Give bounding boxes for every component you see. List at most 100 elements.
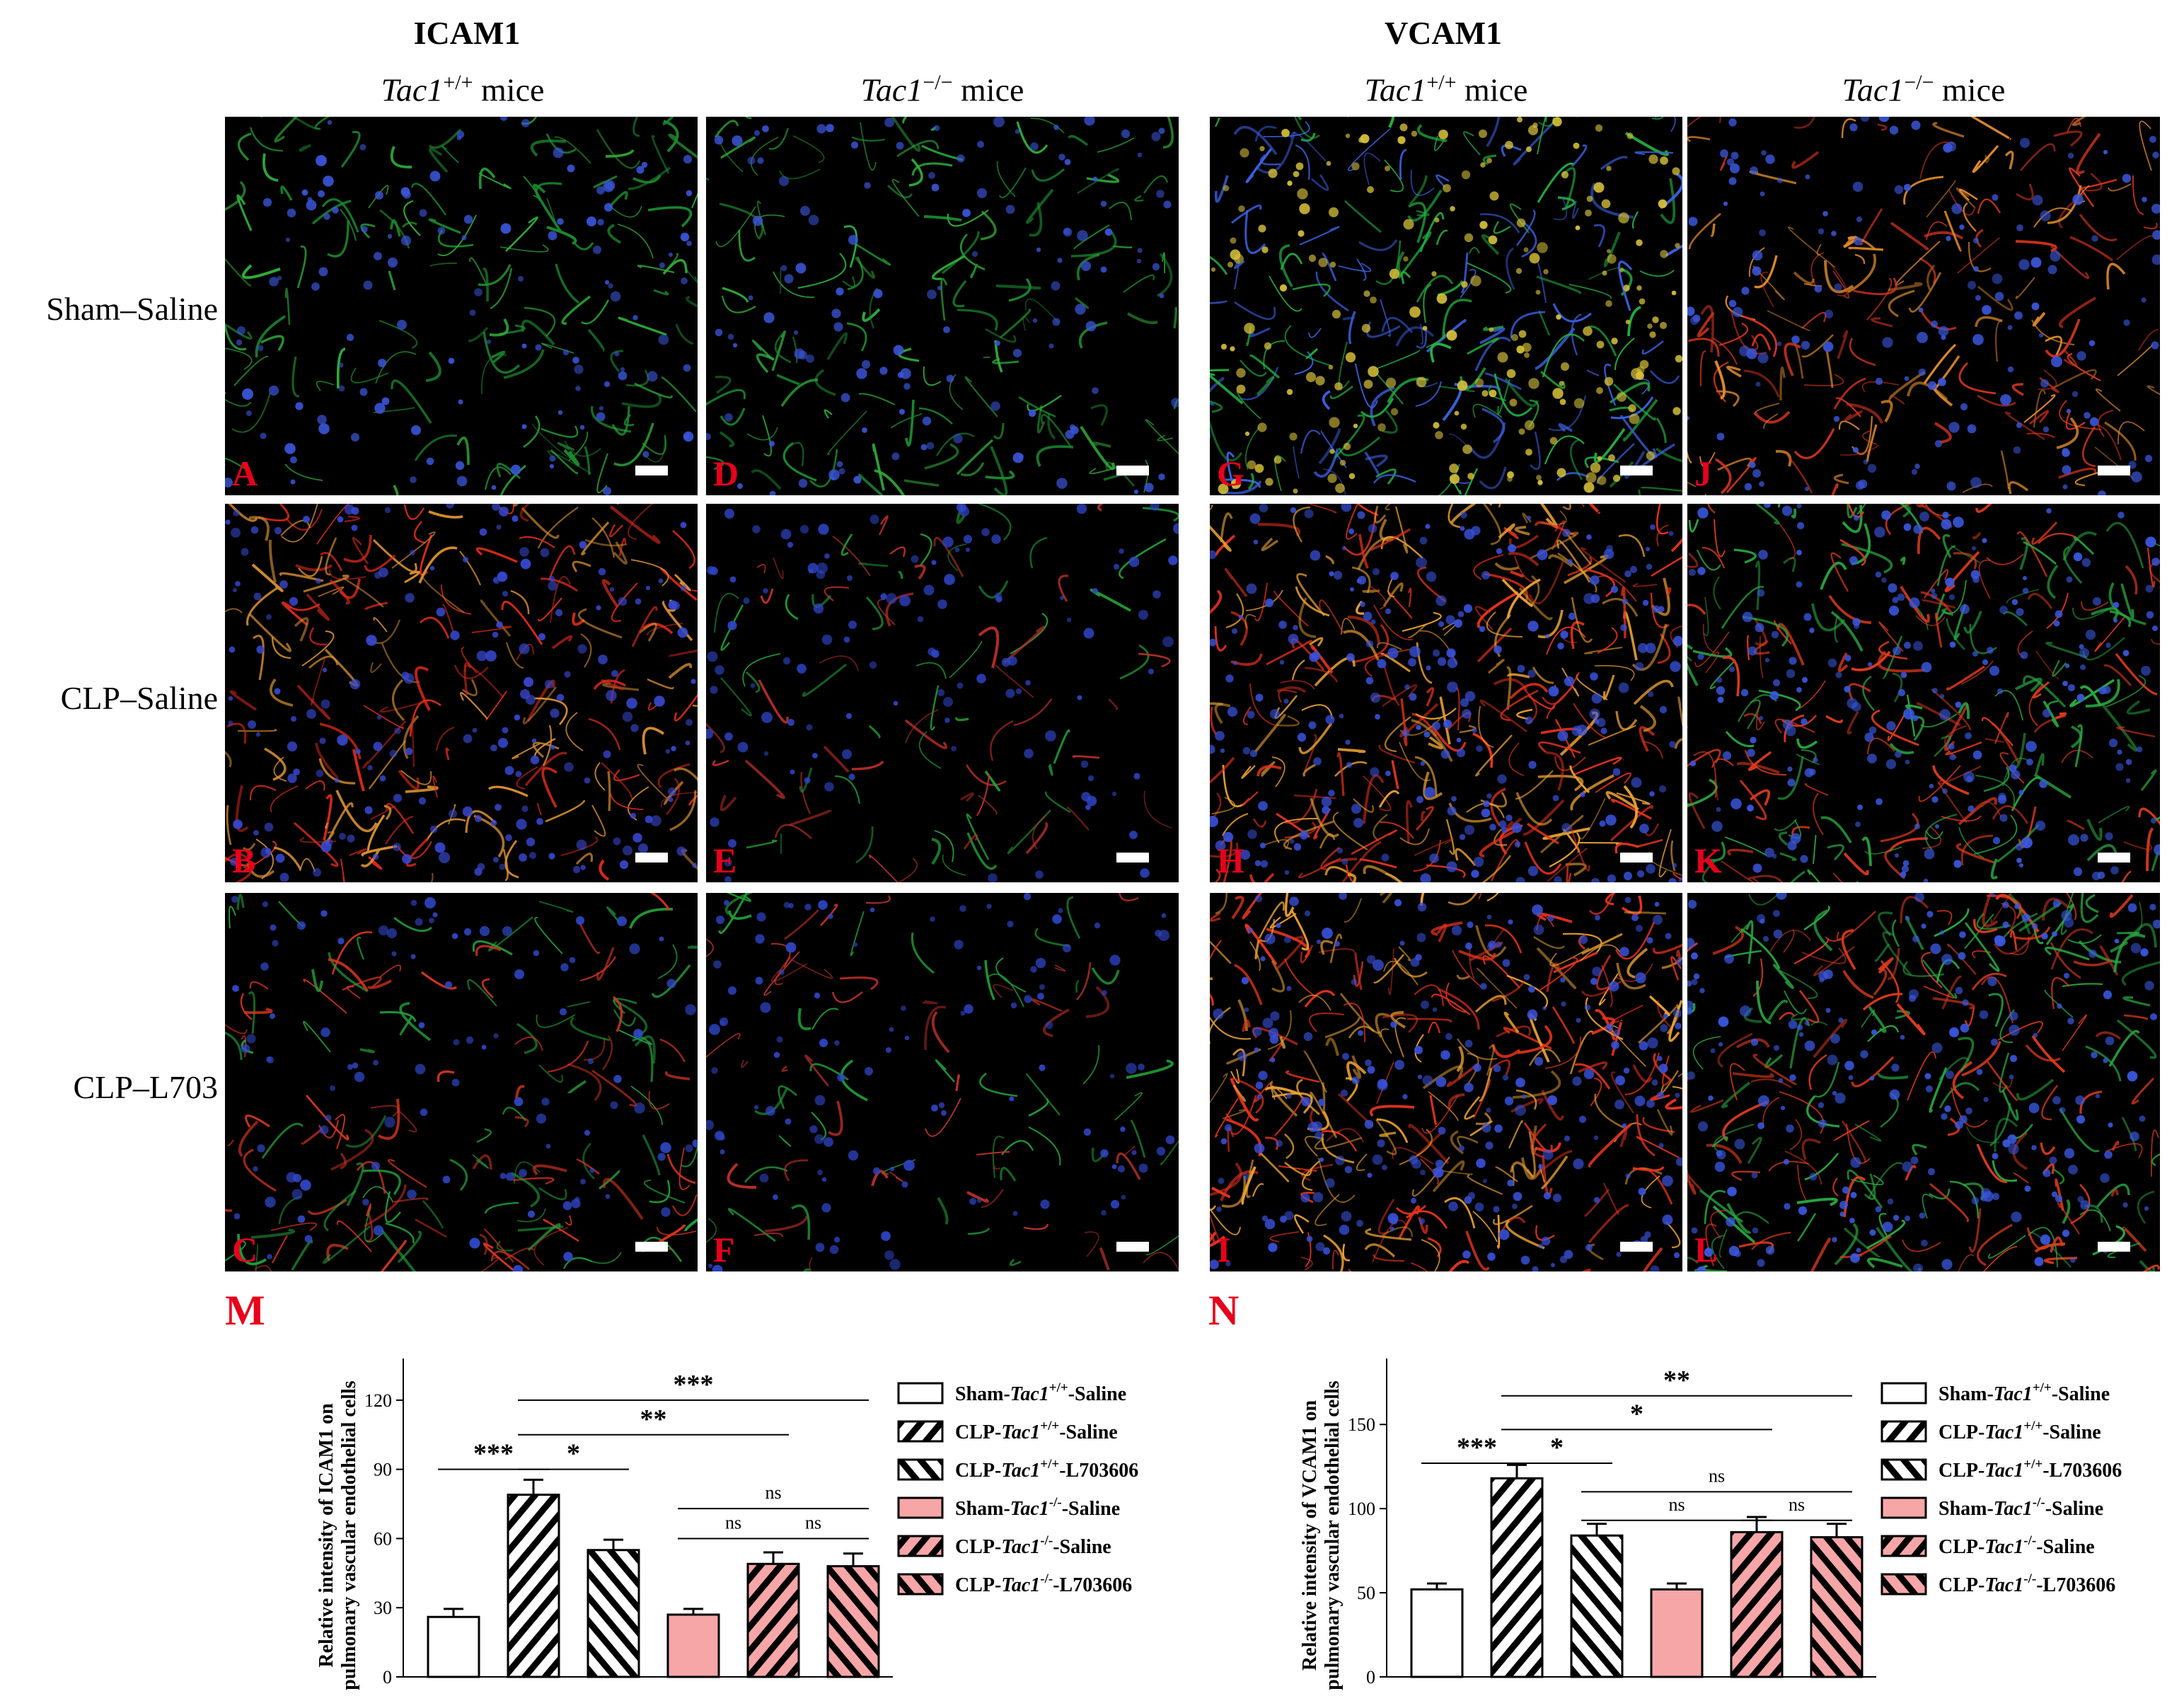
- legend-swatch: [897, 1420, 944, 1443]
- fluorescence-image: [225, 504, 698, 882]
- micrograph-panel: A: [225, 117, 698, 495]
- panel-letter: K: [1694, 841, 1722, 880]
- panel-letter: H: [1217, 841, 1244, 880]
- bar: [507, 1494, 560, 1678]
- legend-label: CLP-Tac1+/+-Saline: [1939, 1419, 2101, 1443]
- legend-swatch: [1880, 1382, 1927, 1404]
- y-tick-label: 60: [374, 1528, 392, 1549]
- panel-letter: C: [232, 1230, 258, 1269]
- scale-bar: [1116, 466, 1149, 475]
- y-axis-label: pulmonary vascular endothelial cells: [1322, 1380, 1344, 1690]
- y-axis-label: Relative intensity of ICAM1 on: [316, 1403, 337, 1668]
- legend-swatch: [1880, 1458, 1927, 1481]
- panel-letter: E: [713, 841, 737, 880]
- legend-label: CLP-Tac1+/+-L703606: [1939, 1457, 2122, 1482]
- micrograph-panel: E: [706, 504, 1179, 882]
- legend-label: Sham-Tac1+/+-Saline: [1939, 1380, 2110, 1405]
- col-head-vcam-wt: Tac1+/+ mice: [1364, 71, 1528, 108]
- panel-letter: J: [1694, 454, 1712, 493]
- micrograph-panel: J: [1687, 117, 2160, 495]
- legend-label: CLP-Tac1+/+-Saline: [955, 1419, 1118, 1443]
- y-axis-label: Relative intensity of VCAM1 on: [1299, 1400, 1321, 1671]
- micrograph-panel: C: [225, 893, 698, 1271]
- legend-swatch: [1880, 1420, 1927, 1443]
- row-label-clp-saline: CLP–Saline: [60, 680, 218, 716]
- legend-swatch: [897, 1382, 944, 1404]
- legend-label: CLP-Tac1-/--Saline: [1939, 1533, 2095, 1558]
- fluorescence-image: [706, 117, 1179, 495]
- legend-swatch: [1880, 1496, 1927, 1519]
- legend-label: CLP-Tac1+/+-L703606: [955, 1457, 1138, 1482]
- y-tick-label: 150: [1348, 1414, 1375, 1435]
- fluorescence-image: [1687, 117, 2160, 495]
- y-axis-label: pulmonary vascular endothelial cells: [338, 1380, 360, 1690]
- scale-bar: [635, 1242, 668, 1252]
- y-tick-label: 0: [1366, 1667, 1375, 1688]
- row-label-sham-saline: Sham–Saline: [46, 291, 218, 327]
- bar: [1730, 1530, 1784, 1678]
- icam1-title: ICAM1: [413, 15, 521, 51]
- bar: [1410, 1588, 1464, 1678]
- y-tick-label: 50: [1357, 1583, 1375, 1603]
- fluorescence-image: [225, 893, 698, 1271]
- legend-label: Sham-Tac1-/--Saline: [955, 1495, 1120, 1520]
- y-tick-label: 100: [1348, 1499, 1375, 1519]
- bar: [666, 1613, 720, 1678]
- scale-bar: [1620, 1242, 1653, 1252]
- fluorescence-image: [706, 893, 1179, 1271]
- panel-letter: D: [713, 454, 739, 493]
- significance-label: ns: [1709, 1465, 1725, 1486]
- scale-bar: [635, 466, 668, 475]
- significance-label: *: [1550, 1433, 1564, 1463]
- icam1-bar-chart: Relative intensity of ICAM1 on pulmonary …: [316, 1358, 1138, 1690]
- bar: [1490, 1477, 1544, 1678]
- legend-swatch: [897, 1535, 944, 1557]
- bar: [1810, 1536, 1864, 1678]
- chart-letter-m: M: [225, 1287, 265, 1334]
- legend-label: CLP-Tac1-/--Saline: [955, 1533, 1111, 1558]
- micrograph-panel: L: [1687, 893, 2160, 1271]
- scale-bar: [2098, 1242, 2130, 1252]
- vcam1-bar-chart: Relative intensity of VCAM1 on pulmonary …: [1299, 1358, 2122, 1690]
- panel-letter: I: [1217, 1230, 1231, 1269]
- col-head-icam-wt: Tac1+/+ mice: [381, 71, 545, 108]
- legend-swatch: [897, 1458, 944, 1481]
- significance-label: ns: [725, 1512, 741, 1533]
- vcam1-title: VCAM1: [1384, 15, 1503, 51]
- chart-letter-n: N: [1208, 1287, 1240, 1334]
- fluorescence-image: [1687, 504, 2160, 882]
- fluorescence-image: [706, 504, 1179, 882]
- significance-label: ***: [1457, 1433, 1497, 1463]
- y-tick-label: 120: [364, 1390, 392, 1411]
- significance-label: *: [567, 1439, 580, 1469]
- micrograph-panel: H: [1210, 504, 1682, 882]
- micrograph-panel: D: [706, 117, 1179, 495]
- micrograph-panel: K: [1687, 504, 2160, 882]
- micrograph-panel: F: [706, 893, 1179, 1271]
- fluorescence-image: [1210, 504, 1682, 882]
- bar: [1650, 1588, 1704, 1678]
- fluorescence-image: [1210, 117, 1682, 495]
- scale-bar: [1116, 853, 1149, 863]
- significance-label: ***: [674, 1370, 714, 1400]
- col-head-icam-ko: Tac1−/− mice: [860, 71, 1024, 108]
- significance-label: ns: [805, 1512, 821, 1533]
- legend-label: CLP-Tac1-/--L703606: [955, 1571, 1132, 1596]
- scale-bar: [1116, 1242, 1149, 1252]
- micrograph-panel: B: [225, 504, 698, 882]
- significance-label: ***: [473, 1439, 514, 1469]
- panel-letter: L: [1694, 1230, 1718, 1269]
- panel-letter: F: [713, 1230, 735, 1269]
- scale-bar: [635, 853, 668, 863]
- scale-bar: [2098, 466, 2130, 475]
- significance-label: **: [640, 1404, 667, 1434]
- col-head-vcam-ko: Tac1−/− mice: [1842, 71, 2006, 108]
- panel-letter: G: [1217, 454, 1244, 493]
- fluorescence-image: [1210, 893, 1682, 1271]
- bar: [427, 1615, 480, 1678]
- y-tick-label: 90: [374, 1460, 392, 1480]
- row-label-clp-l703: CLP–L703: [73, 1069, 218, 1105]
- significance-label: *: [1630, 1399, 1643, 1429]
- micrograph-panel: I: [1210, 893, 1682, 1271]
- legend-label: CLP-Tac1-/--L703606: [1939, 1571, 2115, 1596]
